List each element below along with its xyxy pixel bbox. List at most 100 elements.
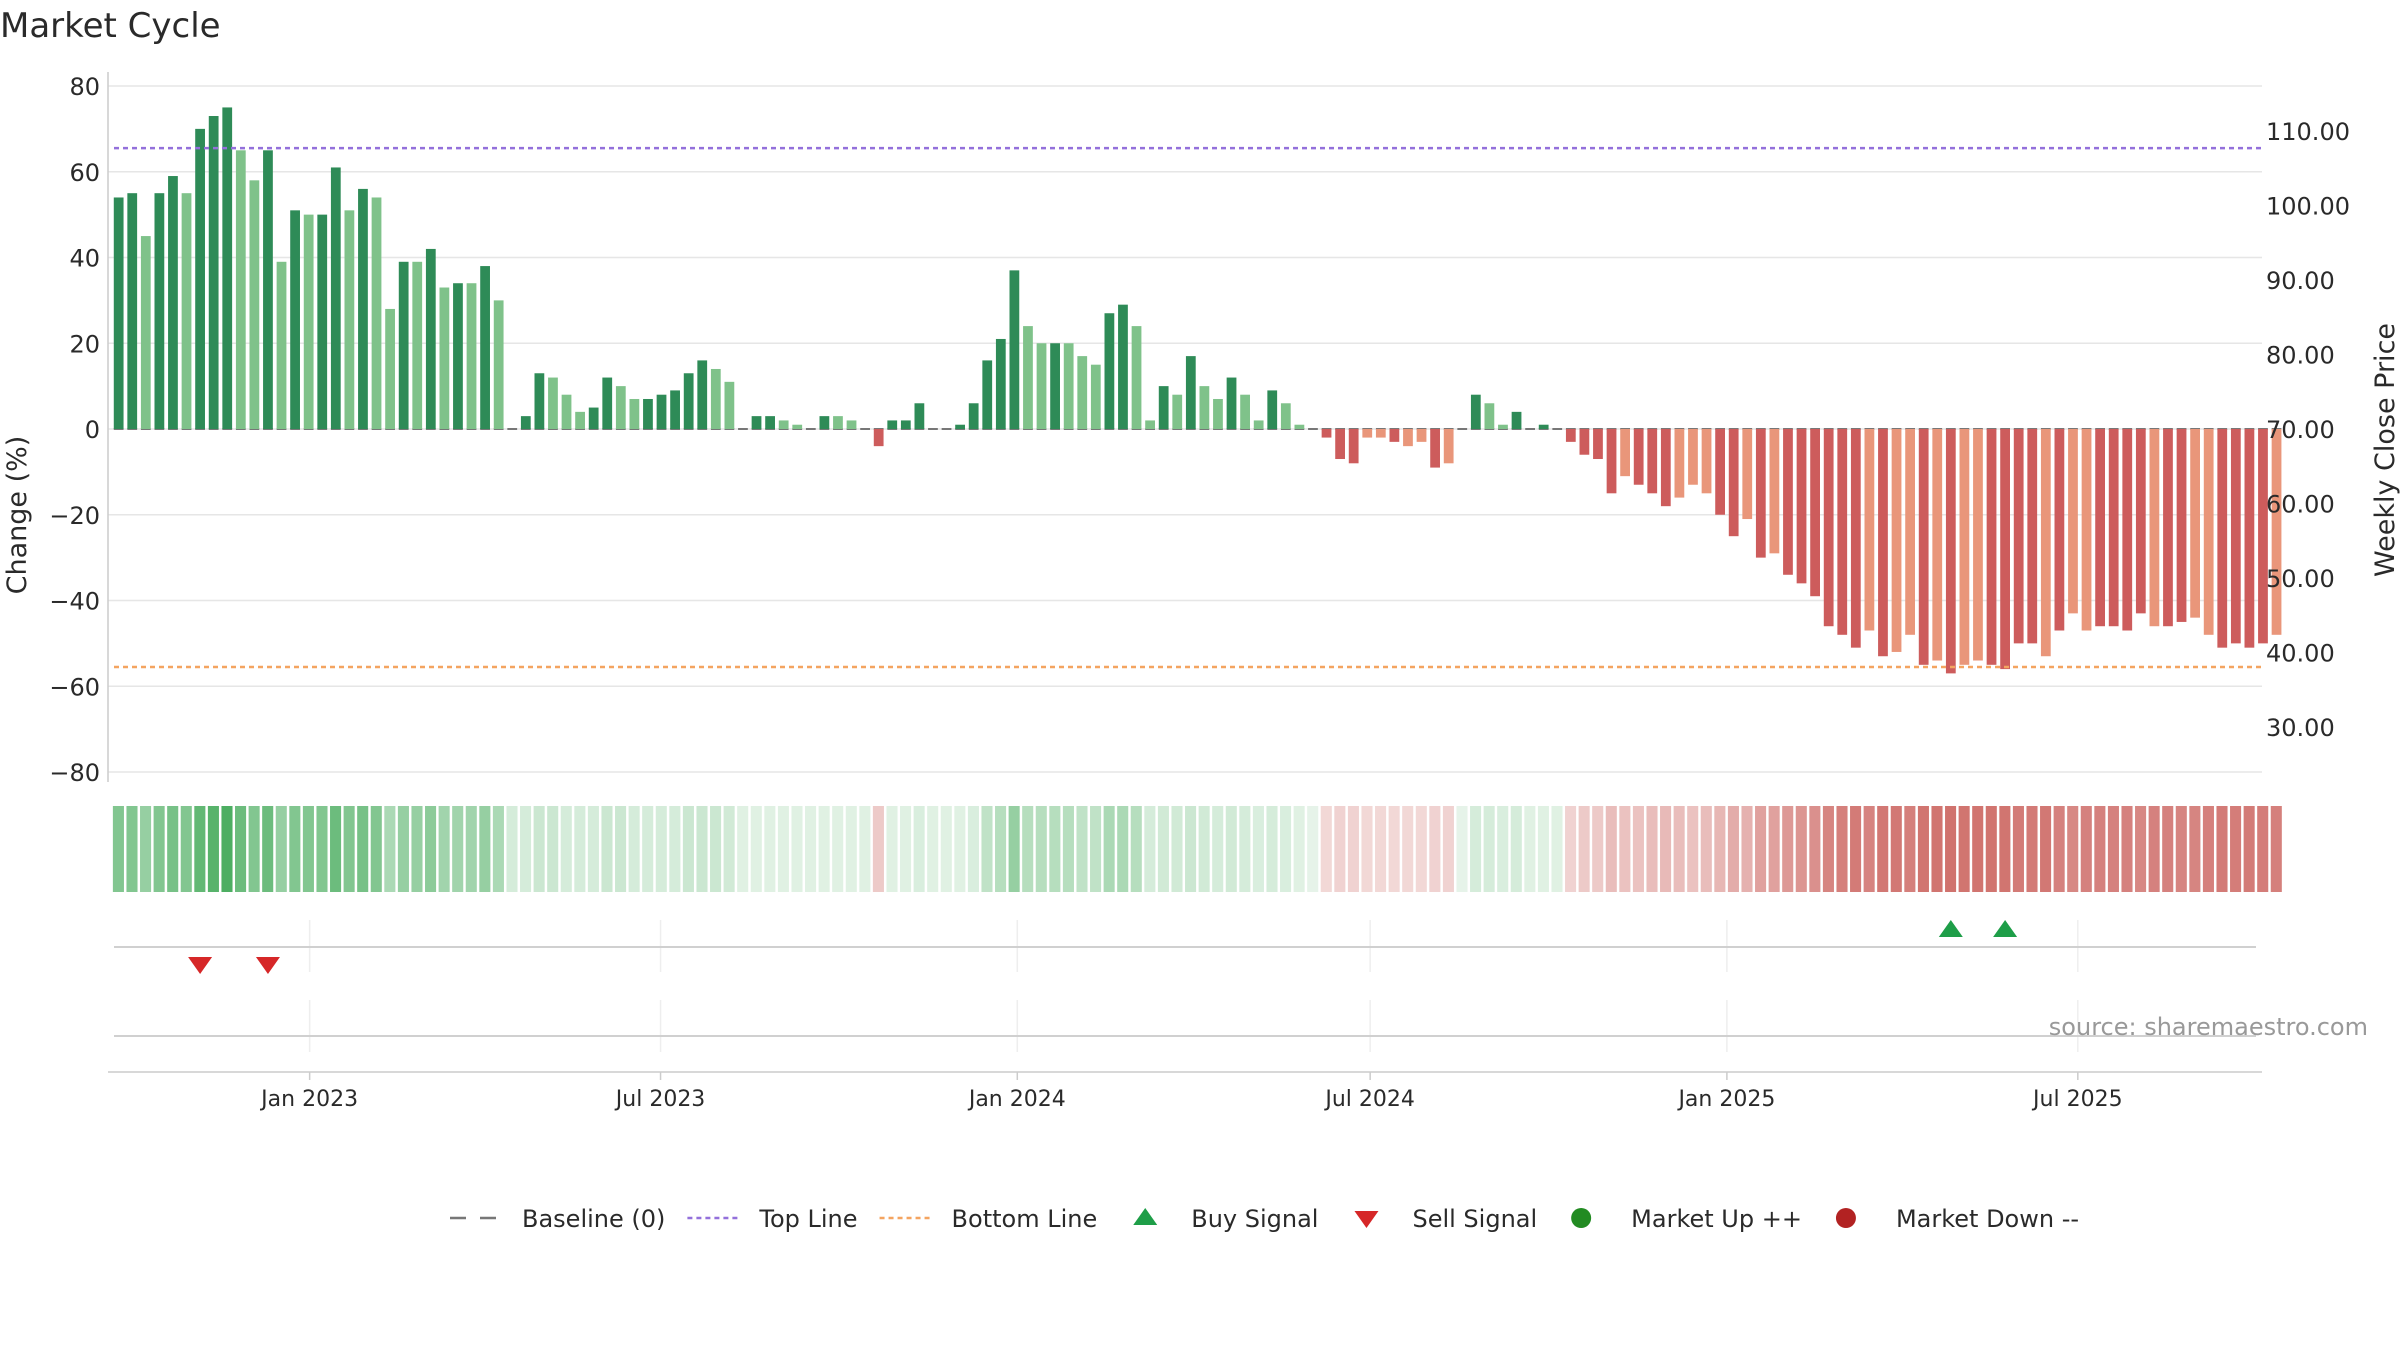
- heat-cell: [1442, 806, 1454, 892]
- chart-title: Market Cycle: [0, 6, 221, 46]
- heat-cell: [859, 806, 871, 892]
- x-tick-label: Jan 2024: [967, 1087, 1066, 1112]
- legend-label: Buy Signal: [1191, 1205, 1318, 1233]
- heat-cell: [1103, 806, 1115, 892]
- heat-cell: [1361, 806, 1373, 892]
- bar: [263, 150, 273, 429]
- heat-cell: [2270, 806, 2282, 892]
- bar: [2258, 429, 2268, 644]
- heat-cell: [1972, 806, 1984, 892]
- heat-cell: [2094, 806, 2106, 892]
- bar: [2271, 429, 2282, 635]
- x-tick-label: Jul 2024: [1323, 1087, 1415, 1112]
- heat-cell: [1673, 806, 1685, 892]
- heat-cell: [384, 806, 396, 892]
- bar: [548, 377, 558, 429]
- bar: [2027, 429, 2038, 644]
- bar: [1660, 429, 1671, 507]
- bar: [1796, 429, 1807, 584]
- bar: [1335, 429, 1345, 460]
- y2-tick-label: 50.00: [2266, 565, 2335, 593]
- bar: [1823, 429, 1834, 627]
- y-axis-right: 110.00 100.00 90.00 80.00 70.00 60.00 50.00 40.…: [2266, 118, 2350, 742]
- heat-cell: [1565, 806, 1577, 892]
- bar: [385, 308, 395, 429]
- legend-buy-icon: [1133, 1208, 1158, 1225]
- bar: [1077, 356, 1088, 429]
- bar: [1565, 429, 1576, 442]
- bar: [1050, 343, 1060, 429]
- bar: [724, 381, 735, 429]
- heat-cell: [2257, 806, 2269, 892]
- sell-signal-marker: [255, 957, 280, 974]
- heat-cell: [1524, 806, 1536, 892]
- bar: [1416, 429, 1427, 442]
- heat-cell: [1605, 806, 1617, 892]
- bar: [819, 416, 830, 429]
- bar: [1674, 429, 1685, 498]
- x-tick-label: Jan 2023: [259, 1087, 358, 1112]
- bar: [2163, 429, 2173, 627]
- heat-cell: [1999, 806, 2011, 892]
- heat-cell: [2121, 806, 2133, 892]
- heat-cell: [1809, 806, 1821, 892]
- market-track: [114, 1000, 2256, 1052]
- heat-cell: [2107, 806, 2119, 892]
- bar: [643, 398, 653, 429]
- heat-cell: [235, 806, 247, 892]
- heat-cell: [1035, 806, 1047, 892]
- legend-item-mdown[interactable]: Market Down --: [1835, 1205, 2079, 1233]
- heat-cell: [262, 806, 274, 892]
- heat-cell: [275, 806, 287, 892]
- heat-cell: [547, 806, 559, 892]
- heat-cell: [2230, 806, 2242, 892]
- heat-cell: [207, 806, 219, 892]
- y2-tick-label: 30.00: [2266, 714, 2335, 742]
- bar: [1701, 429, 1712, 494]
- heat-cell: [492, 806, 504, 892]
- heat-cell: [954, 806, 966, 892]
- heat-cell: [1090, 806, 1102, 892]
- legend[interactable]: Baseline (0) Top Line Bottom Line Buy Signa…: [450, 1205, 2079, 1233]
- heat-cell: [1483, 806, 1495, 892]
- bar: [670, 390, 680, 429]
- source-label: source: sharemaestro.com: [2049, 1013, 2368, 1041]
- legend-item-mup[interactable]: Market Up ++: [1571, 1205, 1802, 1233]
- heat-cell: [1727, 806, 1739, 892]
- bar: [1593, 429, 1603, 460]
- heat-cell: [1782, 806, 1794, 892]
- bar: [344, 210, 355, 429]
- heat-cell: [1293, 806, 1305, 892]
- heat-cell: [791, 806, 803, 892]
- heat-cell: [574, 806, 586, 892]
- bar: [480, 266, 490, 429]
- heat-cell: [465, 806, 477, 892]
- legend-item-buy[interactable]: Buy Signal: [1133, 1205, 1318, 1233]
- heat-cell: [1632, 806, 1644, 892]
- bar: [181, 193, 192, 429]
- bar: [1742, 429, 1753, 520]
- legend-item-sell[interactable]: Sell Signal: [1354, 1205, 1537, 1233]
- legend-item-baseline[interactable]: Baseline (0): [450, 1205, 665, 1233]
- bar: [1606, 429, 1617, 494]
- bar: [1850, 429, 1861, 648]
- legend-label: Baseline (0): [522, 1205, 665, 1233]
- heat-cell: [1008, 806, 1020, 892]
- bar: [371, 197, 382, 429]
- bar: [1579, 429, 1590, 455]
- bar: [1294, 424, 1305, 429]
- y-tick-label: 0: [85, 416, 100, 444]
- heat-cell: [1537, 806, 1549, 892]
- bar: [751, 416, 762, 429]
- heat-cell: [221, 806, 233, 892]
- heat-cell: [1049, 806, 1061, 892]
- bar: [968, 403, 979, 429]
- bar: [1375, 429, 1386, 438]
- y-tick-label: −20: [49, 502, 100, 530]
- legend-item-bottom[interactable]: Bottom Line: [879, 1205, 1098, 1233]
- bar: [575, 411, 585, 429]
- legend-item-top[interactable]: Top Line: [687, 1205, 858, 1233]
- y2-tick-label: 60.00: [2266, 491, 2335, 519]
- heat-cell: [981, 806, 993, 892]
